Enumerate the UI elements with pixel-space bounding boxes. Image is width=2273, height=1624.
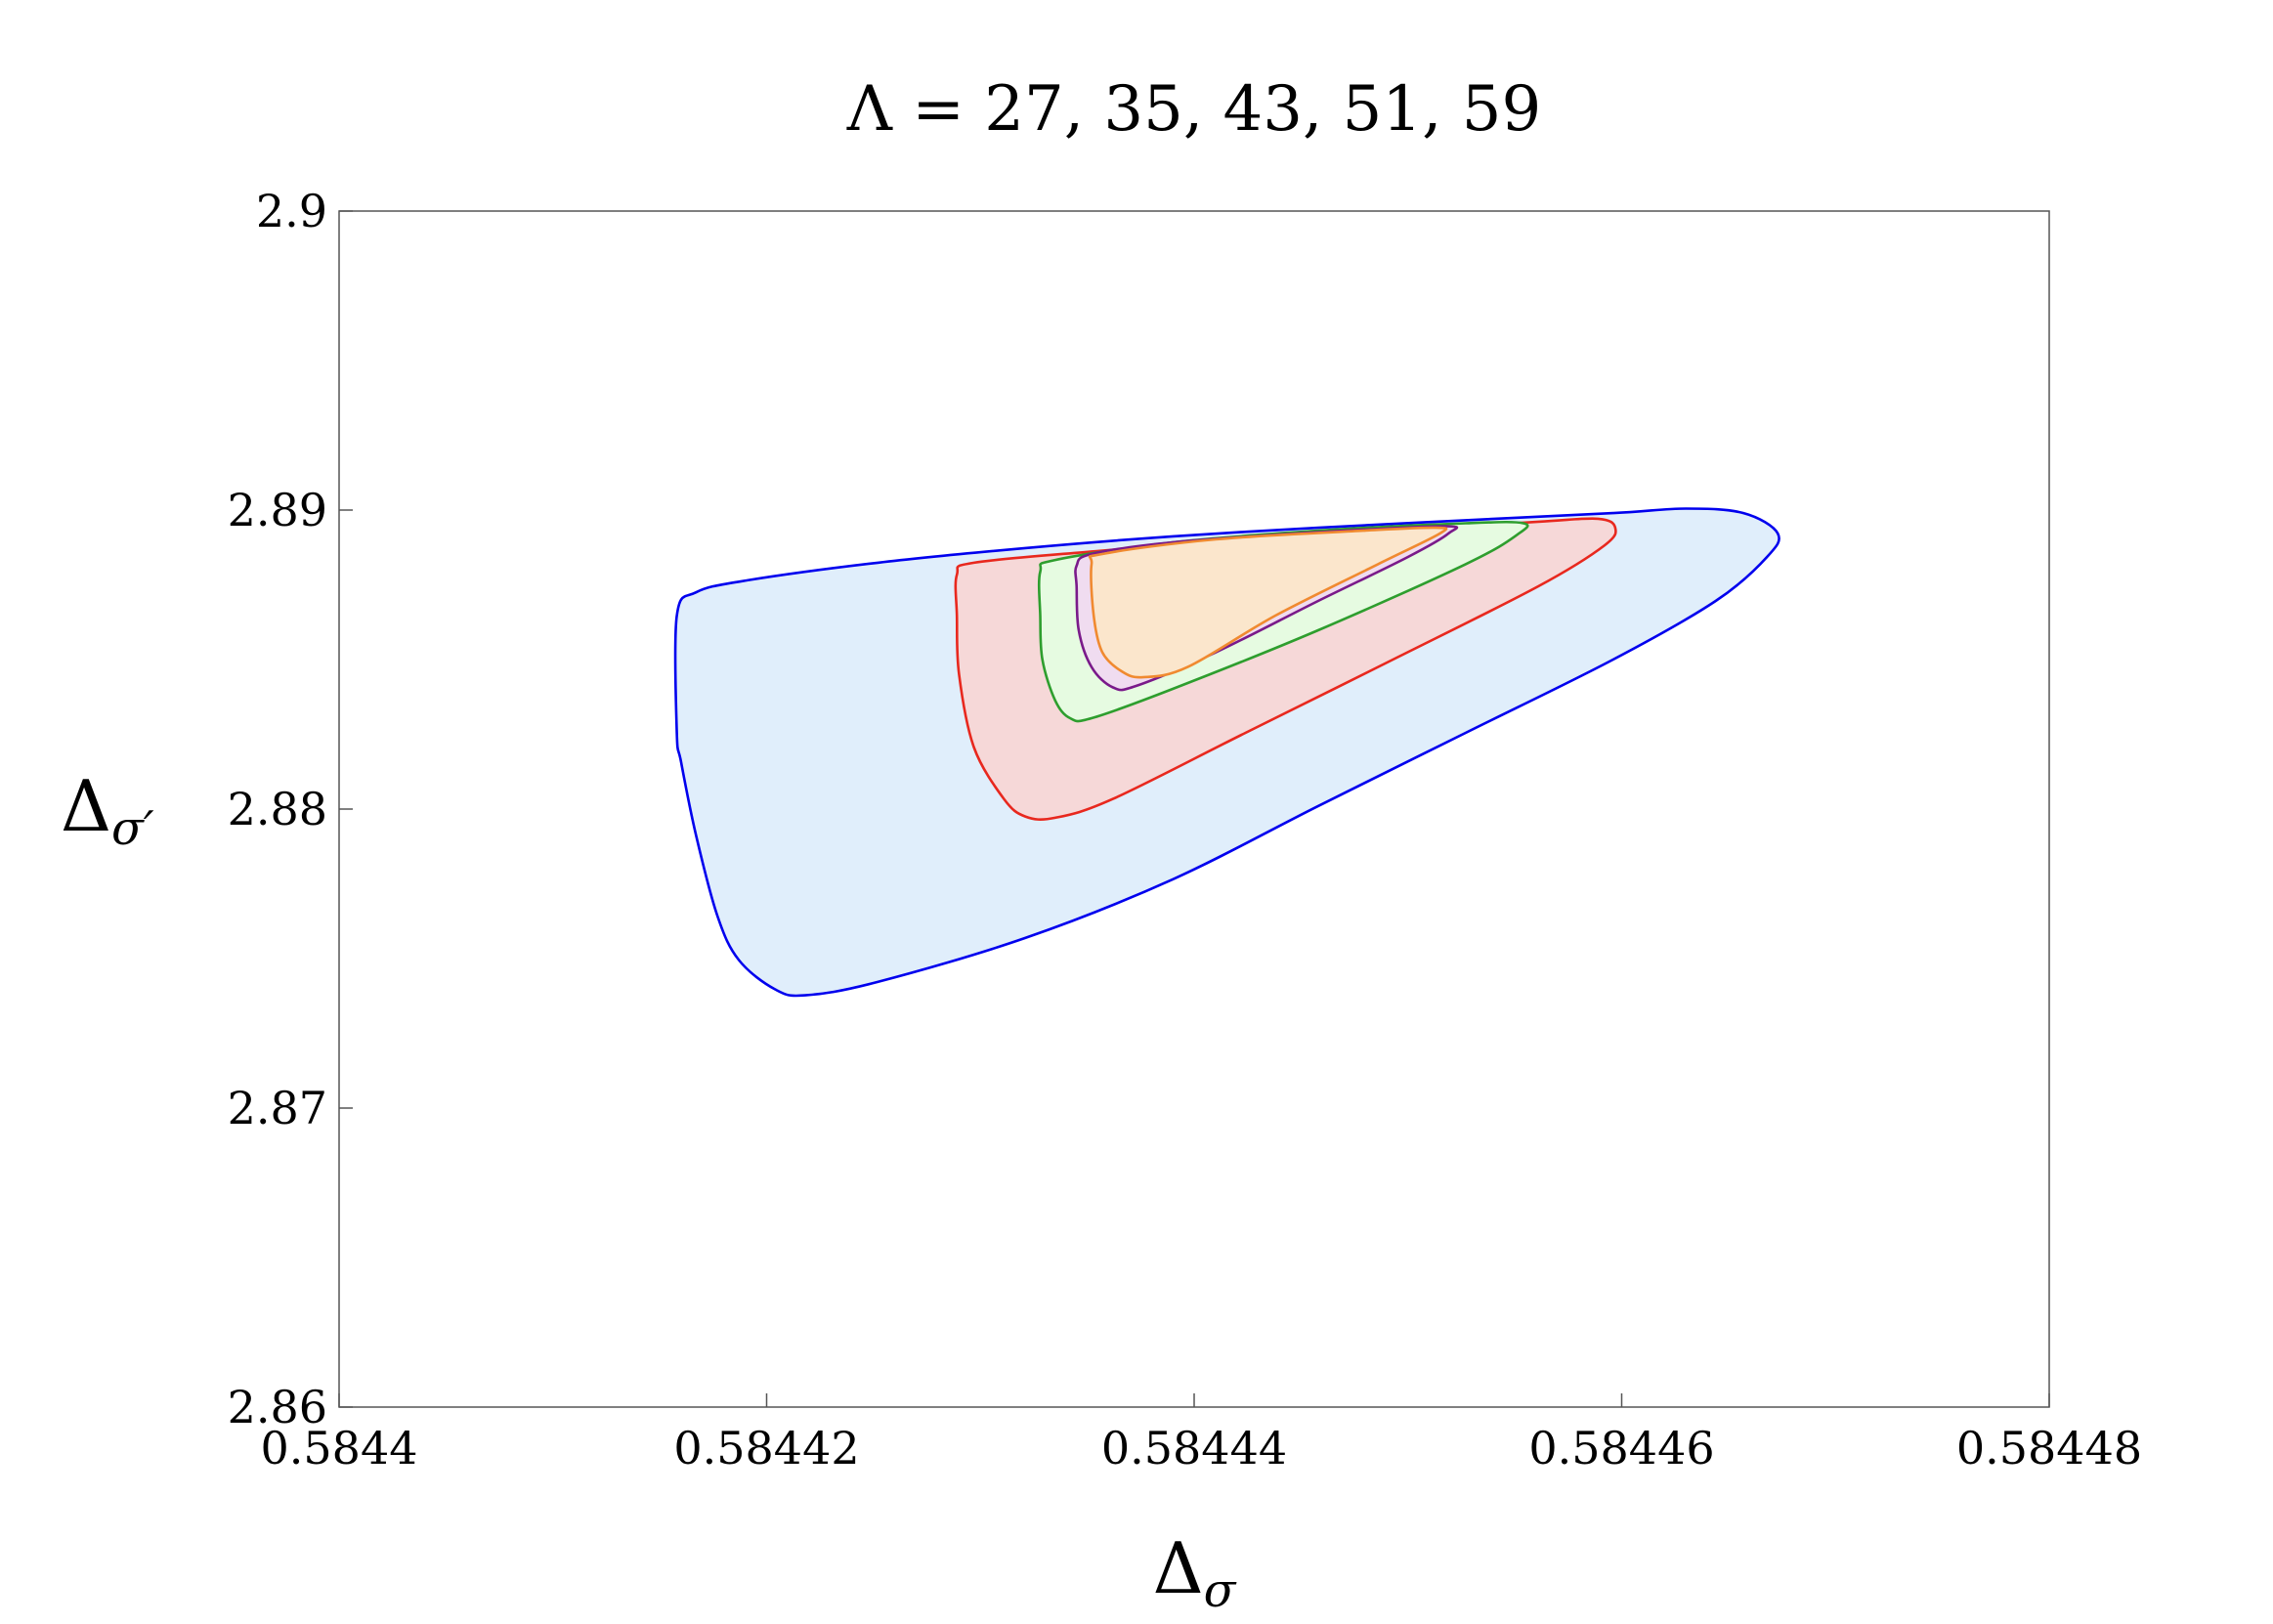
y-tick-label: 2.86 [228, 1381, 327, 1433]
y-tick-label: 2.9 [256, 185, 327, 237]
x-tick-label: 0.58446 [1528, 1422, 1714, 1474]
y-axis: 2.86 2.87 2.88 2.89 2.9 [228, 185, 353, 1433]
x-axis: 0.5844 0.58442 0.58444 0.58446 0.58448 [261, 1393, 2142, 1474]
y-tick-label: 2.88 [228, 783, 327, 835]
y-axis-label: Δσ′ [61, 765, 154, 856]
x-axis-label: Δσ [1153, 1527, 1237, 1618]
y-tick-label: 2.87 [228, 1082, 327, 1134]
chart-title: Λ = 27, 35, 43, 51, 59 [846, 73, 1541, 146]
x-tick-label: 0.58444 [1101, 1422, 1287, 1474]
x-tick-label: 0.58448 [1956, 1422, 2142, 1474]
y-tick-label: 2.89 [228, 484, 327, 536]
x-axis-label-subscript: σ [1204, 1563, 1237, 1618]
region-27-contour [673, 507, 1780, 998]
region-59-contour [1088, 526, 1448, 679]
x-tick-label: 0.5844 [261, 1422, 418, 1474]
x-tick-label: 0.58442 [673, 1422, 859, 1474]
regions-layer [673, 507, 1780, 998]
y-axis-label-subscript: σ′ [111, 801, 154, 856]
